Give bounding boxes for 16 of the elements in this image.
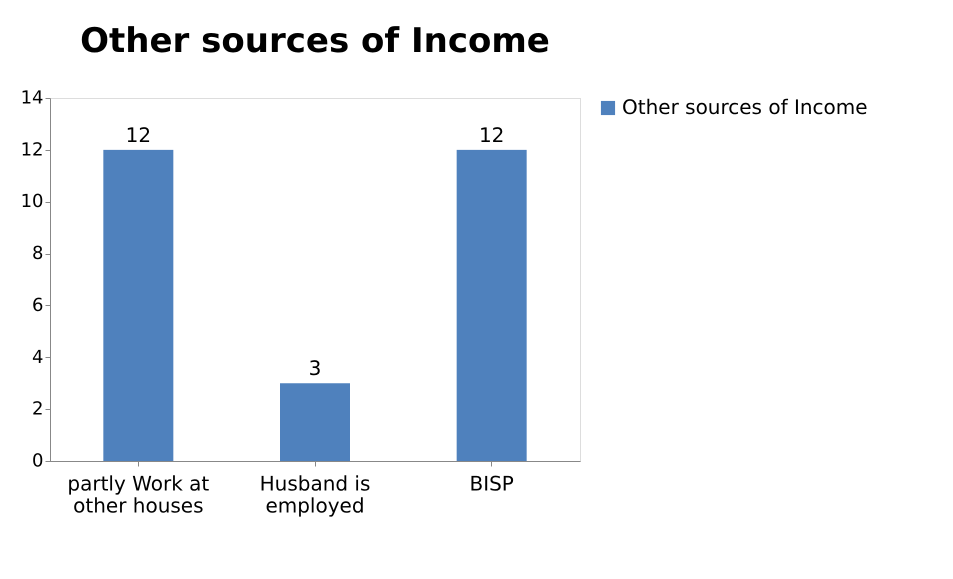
data-label: 12 xyxy=(478,122,504,147)
y-tick-label: 14 xyxy=(20,88,44,108)
y-tick-label: 2 xyxy=(32,398,44,420)
y-tick-label: 6 xyxy=(32,294,44,316)
y-tick-label: 8 xyxy=(32,243,44,264)
data-label: 3 xyxy=(308,356,322,380)
x-tick-label: Husband is employed xyxy=(260,472,370,518)
chart-title: Other sources of Income xyxy=(80,21,550,61)
x-tick-label: partly Work at other houses xyxy=(67,472,210,518)
x-tick-label: BISP xyxy=(469,472,514,496)
data-label: 12 xyxy=(126,122,152,147)
y-tick-label: 12 xyxy=(20,139,44,160)
y-tick-label: 4 xyxy=(32,346,44,368)
y-tick-label: 0 xyxy=(32,450,44,472)
y-tick-label: 10 xyxy=(20,191,44,212)
legend-label: Other sources of Income xyxy=(622,95,868,119)
